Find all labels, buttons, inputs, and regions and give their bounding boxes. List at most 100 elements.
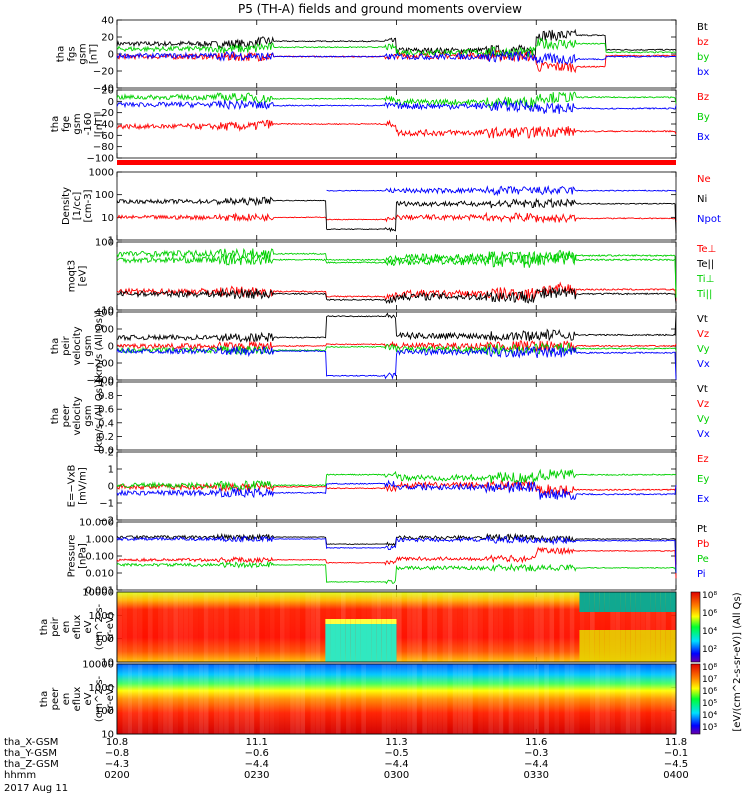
spectrogram-column xyxy=(218,592,225,662)
y-axis-label: [km/s (All Qs)] xyxy=(94,380,105,452)
colorbar-tick-label: 10⁸ xyxy=(702,663,717,673)
spectrogram-column xyxy=(299,664,306,734)
spectrogram-column xyxy=(315,592,321,662)
colorbar-tick-label: 10⁴ xyxy=(702,711,717,721)
y-axis-label: [km/s (All Qs)] xyxy=(94,310,105,382)
spectrogram-column xyxy=(604,630,611,662)
spectrogram-column xyxy=(162,592,169,662)
spectrogram-column xyxy=(594,592,601,662)
y-tick-label: 0 xyxy=(108,482,114,493)
spectrogram-column xyxy=(462,592,469,662)
y-axis-label: [1/cc] xyxy=(72,192,83,221)
spectrogram-column xyxy=(294,664,301,734)
spectrogram-column xyxy=(360,664,367,734)
spectrogram-column xyxy=(177,592,184,662)
spectrogram-column xyxy=(630,592,636,662)
spectrogram-column xyxy=(193,664,199,734)
spectrogram-column xyxy=(147,592,153,662)
spectrogram-column xyxy=(645,592,651,662)
spectrogram-column xyxy=(548,664,555,734)
spectrogram-column xyxy=(594,592,601,612)
spectrogram-column xyxy=(289,592,296,662)
series-line-by xyxy=(116,37,677,58)
spectrogram-column xyxy=(315,664,321,734)
spectrogram-column xyxy=(360,619,367,624)
y-tick-label: 0.0 xyxy=(98,446,114,457)
spectrogram-column xyxy=(167,592,174,662)
spectrogram-column xyxy=(198,592,204,662)
x-tick-label: −0.3 xyxy=(524,748,548,759)
spectrogram-column xyxy=(172,592,179,662)
spectrogram-column xyxy=(503,664,509,734)
spectrogram-column xyxy=(554,664,560,734)
y-axis-label: en xyxy=(61,621,72,634)
y-tick-label: 400 xyxy=(95,308,114,319)
spectrogram-column xyxy=(345,624,352,662)
spectrogram-column xyxy=(655,592,662,612)
spectrogram-column xyxy=(670,592,677,612)
figure-title: P5 (TH-A) fields and ground moments over… xyxy=(238,2,522,16)
spectrogram-column xyxy=(233,664,240,734)
spectrogram-column xyxy=(117,592,123,662)
spectrogram-column xyxy=(127,664,133,734)
spectrogram-column xyxy=(609,664,616,734)
spectrogram-column xyxy=(640,592,646,662)
spectrogram-column xyxy=(396,592,402,662)
spectrogram-column xyxy=(559,664,565,734)
spectrogram-column xyxy=(493,664,499,734)
colorbar-tick-label: 10³ xyxy=(702,723,717,733)
y-axis-label: peer xyxy=(61,404,72,428)
series-group-fge xyxy=(116,91,677,139)
legend-Pi: Pi xyxy=(697,569,706,580)
y-tick-label: −60 xyxy=(93,131,114,142)
legend-Vz: Vz xyxy=(697,399,709,410)
spectrogram-column xyxy=(437,592,443,662)
legend-Ey: Ey xyxy=(697,474,709,485)
spectrogram-column xyxy=(508,664,514,734)
y-tick-label: 10 xyxy=(101,213,114,224)
y-axis-label: gsm xyxy=(72,113,83,134)
x-axis-row-label: tha_Z-GSM xyxy=(4,759,59,770)
colorbar-label: [eV/(cm^2-s-sr-eV)] (All Qs) xyxy=(732,592,743,731)
series-line-Vx xyxy=(116,345,677,380)
x-tick-label: 10.8 xyxy=(106,737,128,748)
legend-Ne: Ne xyxy=(697,174,711,185)
spectrogram-column xyxy=(238,664,245,734)
spectrogram-column xyxy=(284,664,291,734)
spectrogram-column xyxy=(269,592,275,662)
spectrogram-column xyxy=(386,619,392,624)
legend-Te: Te|| xyxy=(696,259,714,270)
spectrogram-column xyxy=(310,592,316,662)
spectrogram-column xyxy=(345,619,352,624)
spectrogram-column xyxy=(279,592,286,662)
y-tick-label: −400 xyxy=(87,376,114,387)
spectrogram-column xyxy=(599,592,606,612)
y-axis-label: tha xyxy=(56,46,67,62)
legend-Vy: Vy xyxy=(697,344,710,355)
spectrogram-column xyxy=(350,619,357,624)
series-line-Ne xyxy=(116,211,677,224)
series-line-Te xyxy=(116,286,677,304)
spectrogram-column xyxy=(269,664,275,734)
spectrogram-column xyxy=(447,664,453,734)
colorbar-tick-label: 10⁴ xyxy=(702,627,717,637)
y-tick-label: 10000 xyxy=(82,588,114,599)
spectrogram-column xyxy=(305,592,311,662)
legend-Bz: Bz xyxy=(697,92,709,103)
x-axis-row-label: tha_X-GSM xyxy=(4,737,58,748)
spectrogram-column xyxy=(452,592,458,662)
y-tick-label: 0 xyxy=(108,50,114,61)
spectrogram-column xyxy=(625,592,631,662)
x-tick-label: 11.8 xyxy=(665,737,687,748)
y-tick-label: 0.2 xyxy=(98,432,114,443)
y-axis-label: fgs xyxy=(67,46,78,61)
spectrogram-column xyxy=(183,664,189,734)
spectrogram-column xyxy=(411,664,418,734)
y-tick-label: 1 xyxy=(108,465,114,476)
y-tick-label: 1.000 xyxy=(85,535,114,546)
spectrogram-column xyxy=(447,592,453,662)
spectrogram-column xyxy=(406,592,413,662)
spectrogram-column xyxy=(218,664,225,734)
spectrogram-column xyxy=(208,664,214,734)
spectrogram-column xyxy=(381,619,387,624)
